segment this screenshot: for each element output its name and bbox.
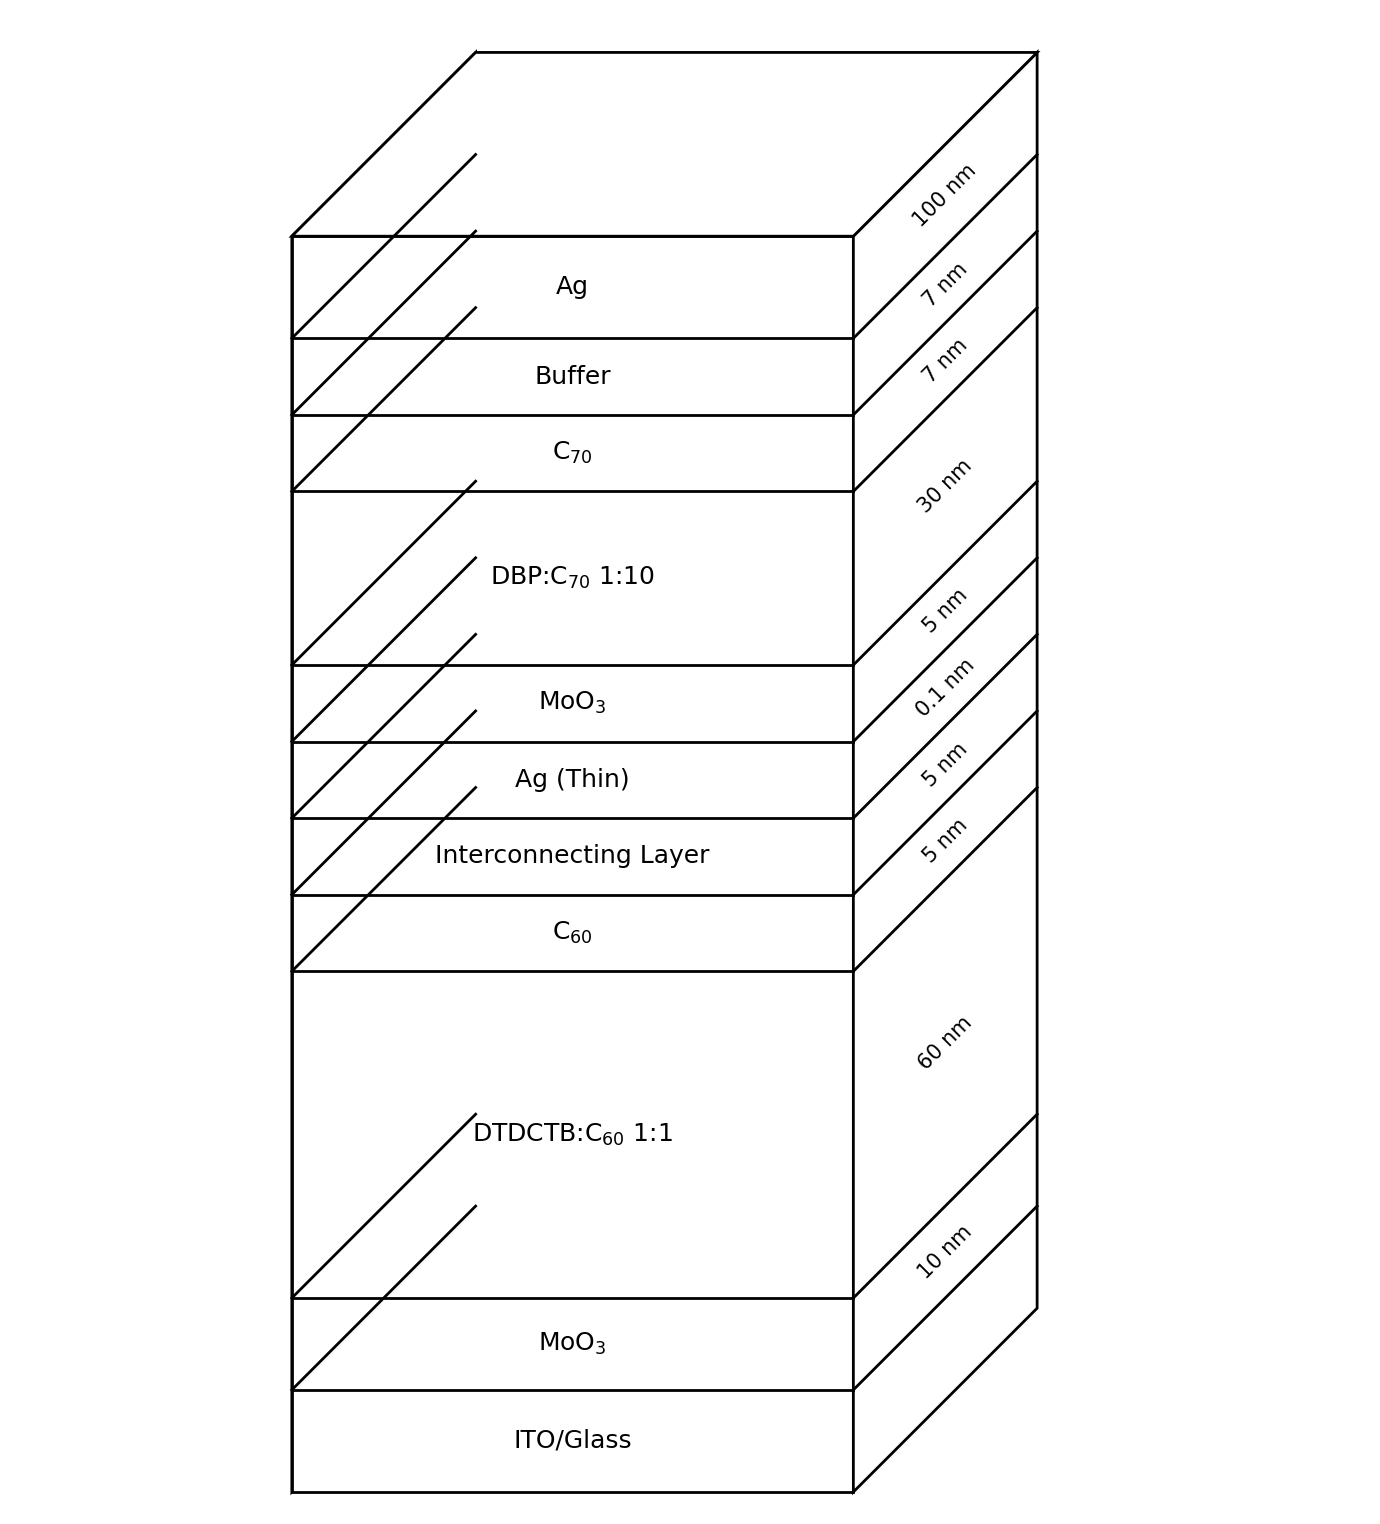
Polygon shape <box>853 52 1038 1492</box>
Text: 5 nm: 5 nm <box>919 585 972 637</box>
Text: Ag: Ag <box>556 276 589 299</box>
Text: 0.1 nm: 0.1 nm <box>912 655 978 721</box>
Text: Ag (Thin): Ag (Thin) <box>515 768 629 792</box>
Text: 5 nm: 5 nm <box>919 739 972 791</box>
Text: C$_{70}$: C$_{70}$ <box>552 440 593 466</box>
Text: 7 nm: 7 nm <box>919 259 972 311</box>
Text: 100 nm: 100 nm <box>909 160 981 230</box>
Text: 10 nm: 10 nm <box>915 1221 976 1283</box>
Text: 7 nm: 7 nm <box>919 335 972 387</box>
Polygon shape <box>291 52 1038 236</box>
Text: 60 nm: 60 nm <box>915 1012 976 1073</box>
Text: MoO$_3$: MoO$_3$ <box>538 1330 607 1356</box>
Text: DBP:C$_{70}$ 1:10: DBP:C$_{70}$ 1:10 <box>490 565 656 591</box>
Text: 5 nm: 5 nm <box>919 815 972 867</box>
Text: Interconnecting Layer: Interconnecting Layer <box>435 844 709 869</box>
Text: C$_{60}$: C$_{60}$ <box>552 920 593 946</box>
Polygon shape <box>291 236 853 1492</box>
Text: ITO/Glass: ITO/Glass <box>513 1430 632 1452</box>
Text: DTDCTB:C$_{60}$ 1:1: DTDCTB:C$_{60}$ 1:1 <box>472 1122 673 1148</box>
Text: MoO$_3$: MoO$_3$ <box>538 690 607 716</box>
Text: Buffer: Buffer <box>534 364 611 389</box>
Text: 30 nm: 30 nm <box>915 456 976 517</box>
Polygon shape <box>291 52 476 1492</box>
